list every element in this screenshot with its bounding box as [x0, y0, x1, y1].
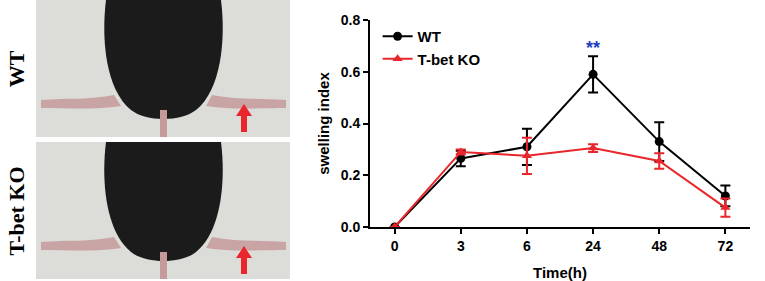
svg-text:6: 6 — [523, 238, 531, 254]
svg-text:T-bet KO: T-bet KO — [418, 51, 481, 68]
svg-text:0.0: 0.0 — [341, 219, 361, 235]
svg-text:0.6: 0.6 — [341, 64, 361, 80]
svg-text:**: ** — [586, 38, 600, 58]
svg-text:swelling index: swelling index — [315, 72, 332, 175]
svg-text:0: 0 — [391, 238, 399, 254]
svg-text:72: 72 — [718, 238, 734, 254]
svg-text:48: 48 — [651, 238, 667, 254]
svg-text:24: 24 — [585, 238, 601, 254]
svg-text:0.4: 0.4 — [341, 115, 361, 131]
svg-text:3: 3 — [457, 238, 465, 254]
svg-text:0.8: 0.8 — [341, 12, 361, 28]
html-text:T-bet KO: T-bet KO — [4, 166, 29, 255]
svg-text:0.2: 0.2 — [341, 167, 361, 183]
html-text:WT: WT — [4, 50, 29, 87]
svg-text:WT: WT — [418, 28, 441, 45]
svg-text:Time(h): Time(h) — [533, 264, 587, 281]
